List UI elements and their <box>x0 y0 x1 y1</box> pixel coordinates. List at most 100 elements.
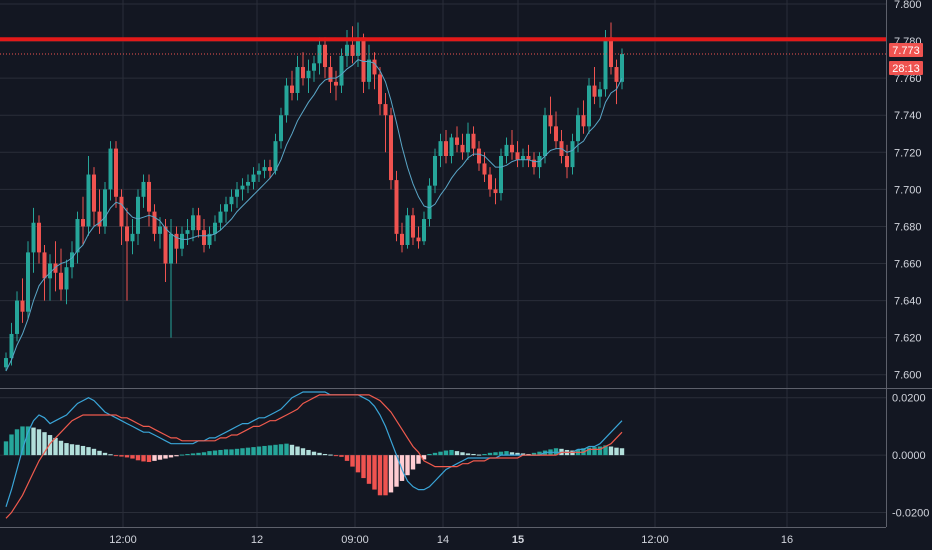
candle[interactable] <box>246 174 250 194</box>
candle[interactable] <box>510 130 514 160</box>
candle[interactable] <box>460 133 465 160</box>
candle[interactable] <box>284 78 289 123</box>
candle[interactable] <box>196 207 201 238</box>
candle[interactable] <box>42 244 47 301</box>
candle[interactable] <box>312 55 316 82</box>
candle[interactable] <box>152 204 157 242</box>
candle[interactable] <box>64 259 69 305</box>
candle[interactable] <box>416 226 421 249</box>
candle[interactable] <box>9 322 14 366</box>
candle[interactable] <box>92 167 96 227</box>
candle[interactable] <box>609 22 613 75</box>
candle[interactable] <box>334 70 338 101</box>
candle[interactable] <box>532 152 536 175</box>
candle[interactable] <box>444 130 448 164</box>
candle[interactable] <box>15 291 19 342</box>
candle[interactable] <box>141 174 146 208</box>
price-axis[interactable]: 7.8007.7807.7607.7407.7207.7007.6807.660… <box>894 0 922 382</box>
candle[interactable] <box>592 67 597 105</box>
candle[interactable] <box>422 211 426 245</box>
candle[interactable] <box>108 141 113 201</box>
candle[interactable] <box>477 141 481 171</box>
candle[interactable] <box>163 219 168 283</box>
candle[interactable] <box>125 207 129 301</box>
candle[interactable] <box>378 67 382 116</box>
candle[interactable] <box>565 144 569 179</box>
candle[interactable] <box>97 189 102 234</box>
candle[interactable] <box>455 126 459 153</box>
candle[interactable] <box>130 219 135 255</box>
candle[interactable] <box>488 167 492 197</box>
candle[interactable] <box>499 148 503 201</box>
candle[interactable] <box>339 48 344 93</box>
candle[interactable] <box>587 78 591 134</box>
candle[interactable] <box>279 107 283 149</box>
candle[interactable] <box>614 59 619 105</box>
candle[interactable] <box>70 241 74 279</box>
candle[interactable] <box>185 219 190 245</box>
candle[interactable] <box>449 133 454 164</box>
candle[interactable] <box>548 96 553 134</box>
candle[interactable] <box>119 189 124 245</box>
candle[interactable] <box>323 37 327 79</box>
candle[interactable] <box>301 52 305 86</box>
candle[interactable] <box>581 100 586 134</box>
candle[interactable] <box>598 81 602 108</box>
candle[interactable] <box>493 178 498 205</box>
candle[interactable] <box>295 55 300 101</box>
time-axis[interactable]: 12:00 12 09:00 14 15 12:00 16 <box>109 534 793 546</box>
candle[interactable] <box>350 26 355 64</box>
candle[interactable] <box>158 217 162 249</box>
candle[interactable] <box>471 126 476 156</box>
candle[interactable] <box>554 111 558 149</box>
candle[interactable] <box>383 92 388 153</box>
candle[interactable] <box>174 226 179 264</box>
candle[interactable] <box>620 48 624 90</box>
candle[interactable] <box>367 44 371 90</box>
candle[interactable] <box>328 55 333 93</box>
candle[interactable] <box>427 178 432 227</box>
candle[interactable] <box>4 352 8 372</box>
candle[interactable] <box>53 241 58 292</box>
candle[interactable] <box>268 159 272 179</box>
candle[interactable] <box>273 133 278 175</box>
candle[interactable] <box>317 37 322 75</box>
candle[interactable] <box>75 211 80 264</box>
candle[interactable] <box>147 174 151 227</box>
candle[interactable] <box>433 148 437 194</box>
candle[interactable] <box>136 189 140 245</box>
candle[interactable] <box>81 196 85 245</box>
candle[interactable] <box>26 241 30 320</box>
candle[interactable] <box>213 215 217 242</box>
candle[interactable] <box>240 178 245 201</box>
candle[interactable] <box>257 163 261 182</box>
candle[interactable] <box>389 107 393 190</box>
candle[interactable] <box>482 152 487 182</box>
candle[interactable] <box>543 107 547 164</box>
candle[interactable] <box>306 59 311 93</box>
candle[interactable] <box>48 254 52 301</box>
candle[interactable] <box>526 144 531 168</box>
candle[interactable] <box>372 52 377 90</box>
candle[interactable] <box>191 207 195 242</box>
candle[interactable] <box>235 181 239 208</box>
candle[interactable] <box>262 159 267 179</box>
candle[interactable] <box>180 226 184 257</box>
candle[interactable] <box>345 29 349 68</box>
candle[interactable] <box>37 215 41 264</box>
candle[interactable] <box>229 189 234 212</box>
candle[interactable] <box>290 70 294 101</box>
candle[interactable] <box>438 133 443 168</box>
candle[interactable] <box>59 248 63 301</box>
candle[interactable] <box>405 207 410 249</box>
candle[interactable] <box>504 137 509 164</box>
candle[interactable] <box>515 141 520 168</box>
candle[interactable] <box>224 196 228 223</box>
candle[interactable] <box>207 226 212 249</box>
candle[interactable] <box>466 122 470 160</box>
candle[interactable] <box>570 133 575 175</box>
candle[interactable] <box>521 148 525 168</box>
candle[interactable] <box>218 204 223 231</box>
macd-axis[interactable]: 0.0200 0.0000 -0.0200 <box>892 393 929 520</box>
candle[interactable] <box>411 207 415 245</box>
